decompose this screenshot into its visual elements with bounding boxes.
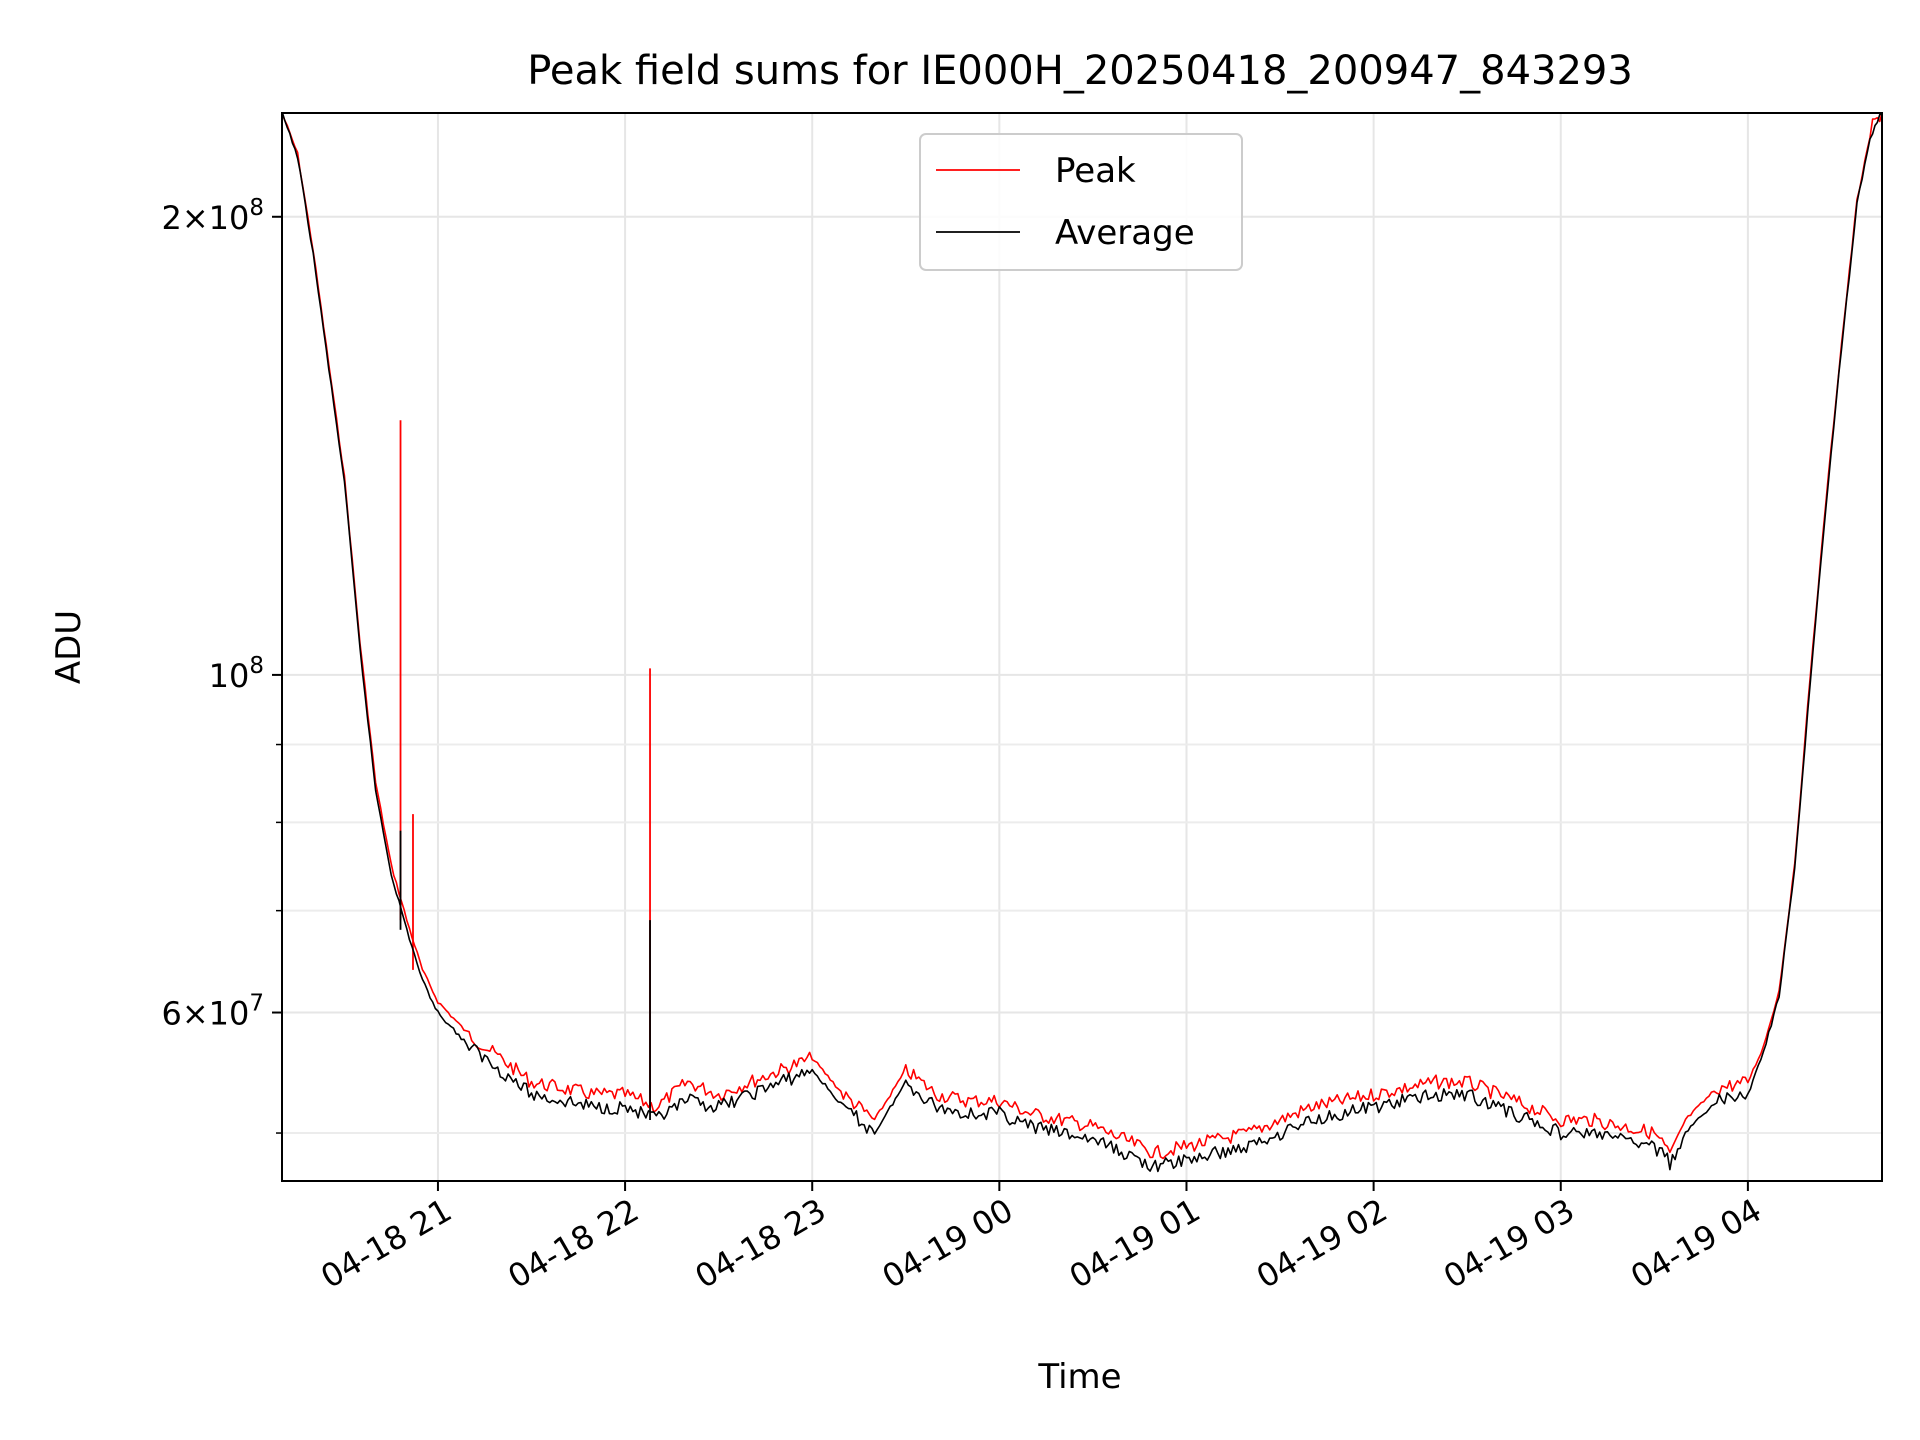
y-tick-label: 108 xyxy=(209,653,264,695)
legend-label-peak: Peak xyxy=(1055,151,1136,191)
plot-area xyxy=(282,113,1882,1173)
chart-title: Peak field sums for IE000H_20250418_2009… xyxy=(527,48,1633,94)
series-line-average xyxy=(282,113,1882,1173)
series-group xyxy=(282,113,1882,1173)
series-line-peak xyxy=(282,113,1882,1160)
y-axis: 6×107 108 2×108 xyxy=(161,195,282,1134)
y-axis-label: ADU xyxy=(49,610,89,684)
legend-box xyxy=(919,133,1243,271)
y-tick-label: 2×108 xyxy=(161,195,264,237)
x-axis-label: Time xyxy=(1037,1357,1121,1397)
y-tick-label: 6×107 xyxy=(161,991,264,1033)
legend-label-average: Average xyxy=(1055,213,1195,253)
legend: Peak Average xyxy=(919,133,1243,271)
axes-frame xyxy=(281,112,1883,1182)
